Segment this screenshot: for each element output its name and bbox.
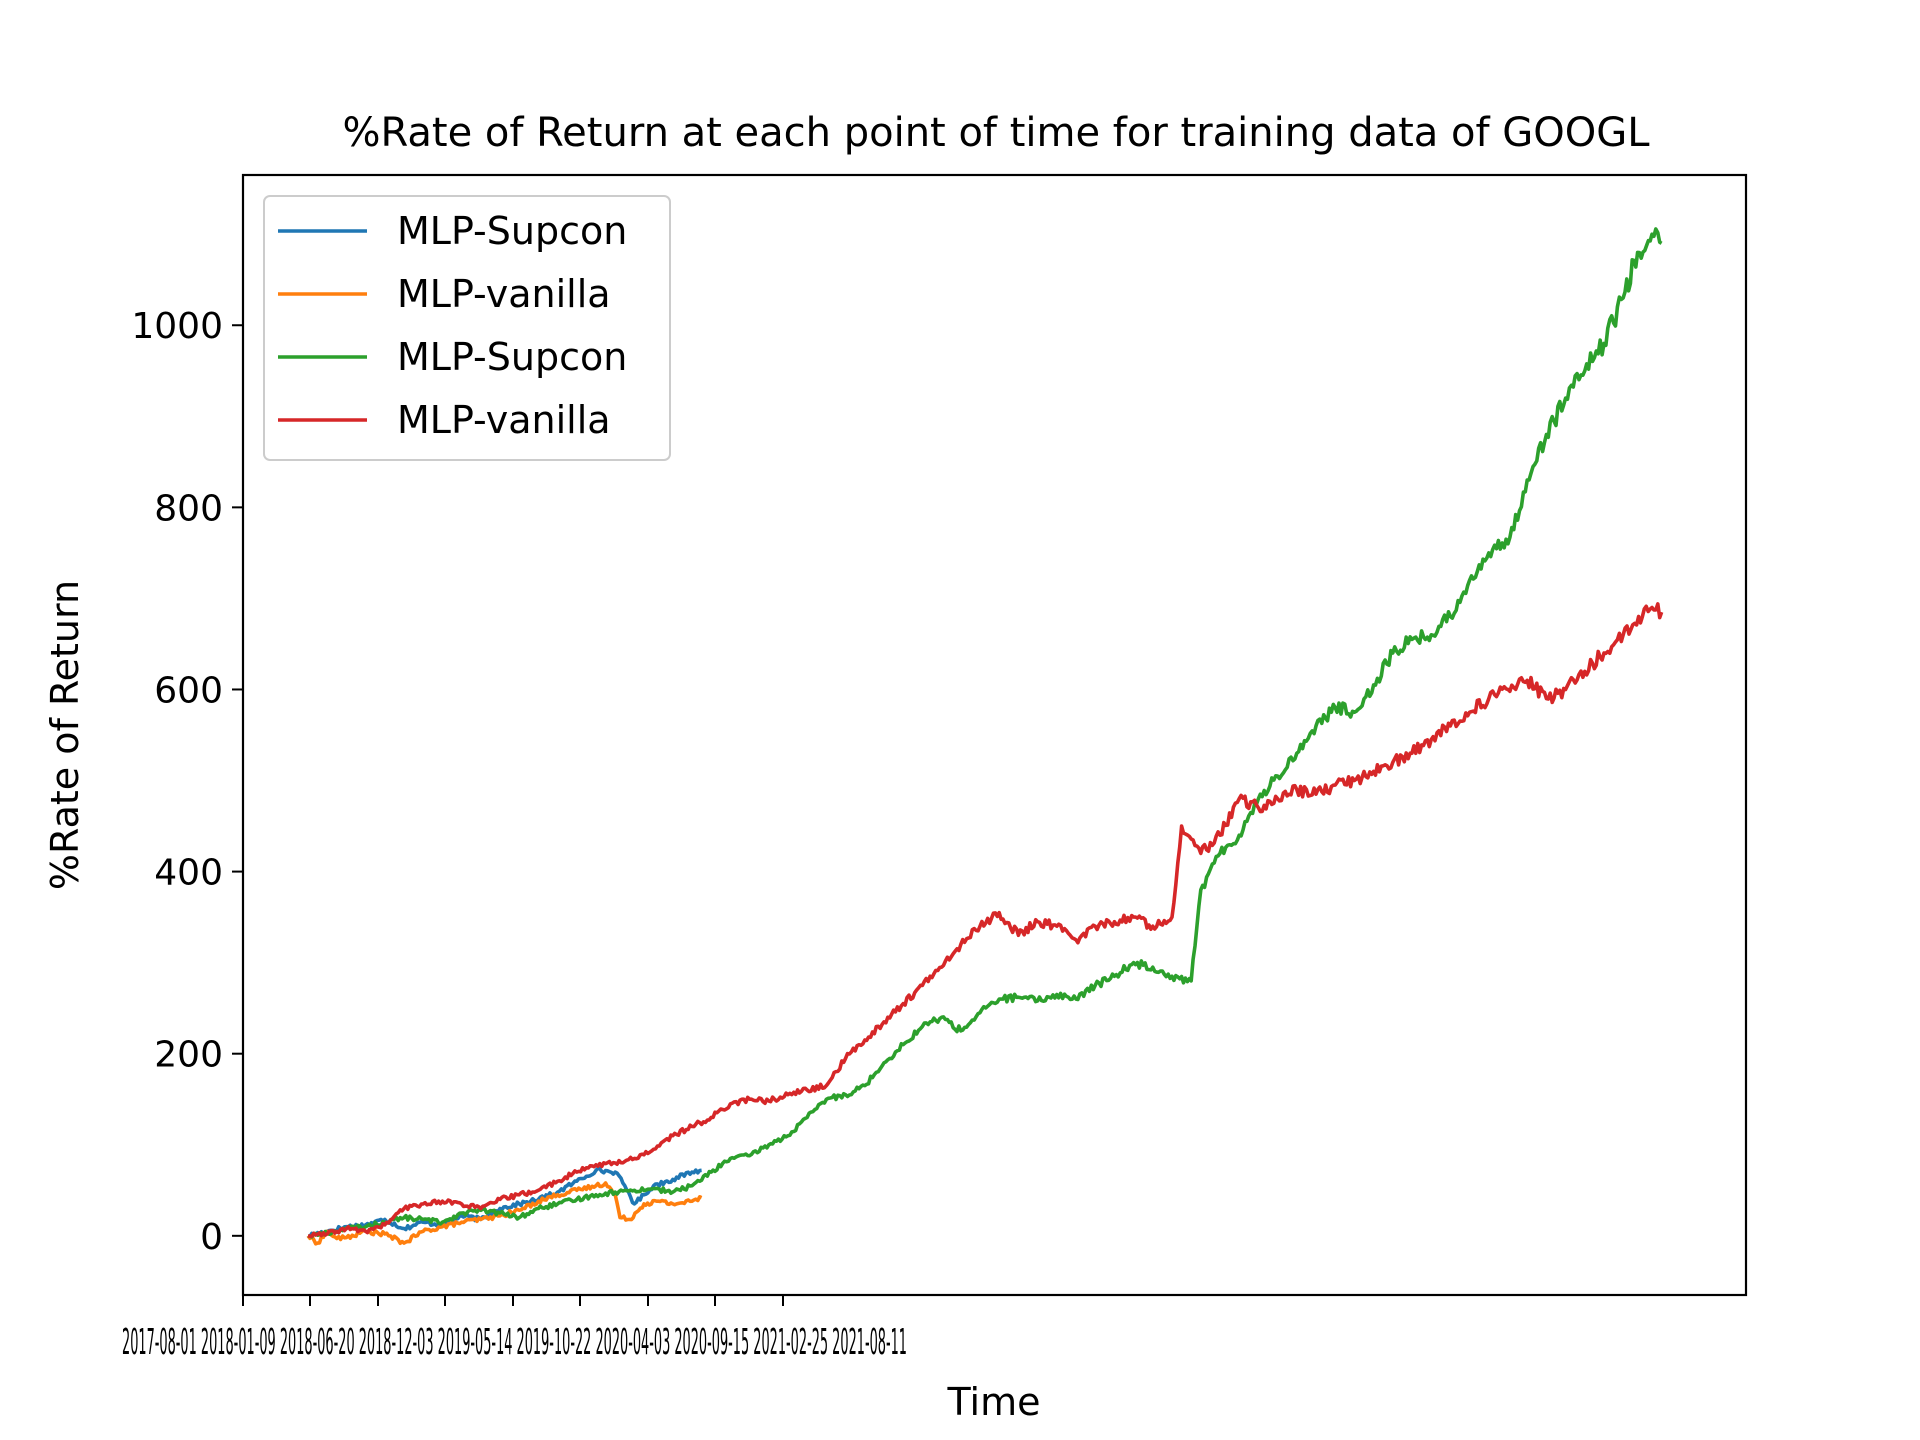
legend-label: MLP-vanilla (397, 398, 611, 442)
series-line-3 (307, 227, 1663, 1239)
x-axis: 2017-08-01 2018-01-09 2018-06-20 2018-12… (122, 1295, 907, 1363)
y-tick-label: 400 (154, 853, 223, 894)
x-tick-labels: 2017-08-01 2018-01-09 2018-06-20 2018-12… (122, 1322, 907, 1363)
plot-lines (306, 227, 1664, 1246)
x-axis-label: Time (947, 1380, 1041, 1424)
legend-box (263, 195, 671, 461)
legend-label: MLP-Supcon (397, 209, 627, 253)
legend: MLP-Supcon MLP-vanilla MLP-Supcon MLP-vanil… (263, 195, 671, 461)
y-tick-label: 1000 (131, 306, 223, 347)
legend-label: MLP-Supcon (397, 335, 627, 379)
y-axis: 0 200 400 600 800 1000 (131, 306, 243, 1258)
y-tick-label: 0 (200, 1217, 223, 1258)
plot-frame (241, 173, 1748, 1297)
y-tick-label: 200 (154, 1035, 223, 1076)
legend-label: MLP-vanilla (397, 272, 611, 316)
chart-title: %Rate of Return at each point of time fo… (342, 110, 1650, 156)
y-tick-label: 800 (154, 488, 223, 529)
series-line-4 (307, 602, 1664, 1239)
y-axis-label: %Rate of Return (43, 580, 87, 890)
y-tick-label: 600 (154, 670, 223, 711)
